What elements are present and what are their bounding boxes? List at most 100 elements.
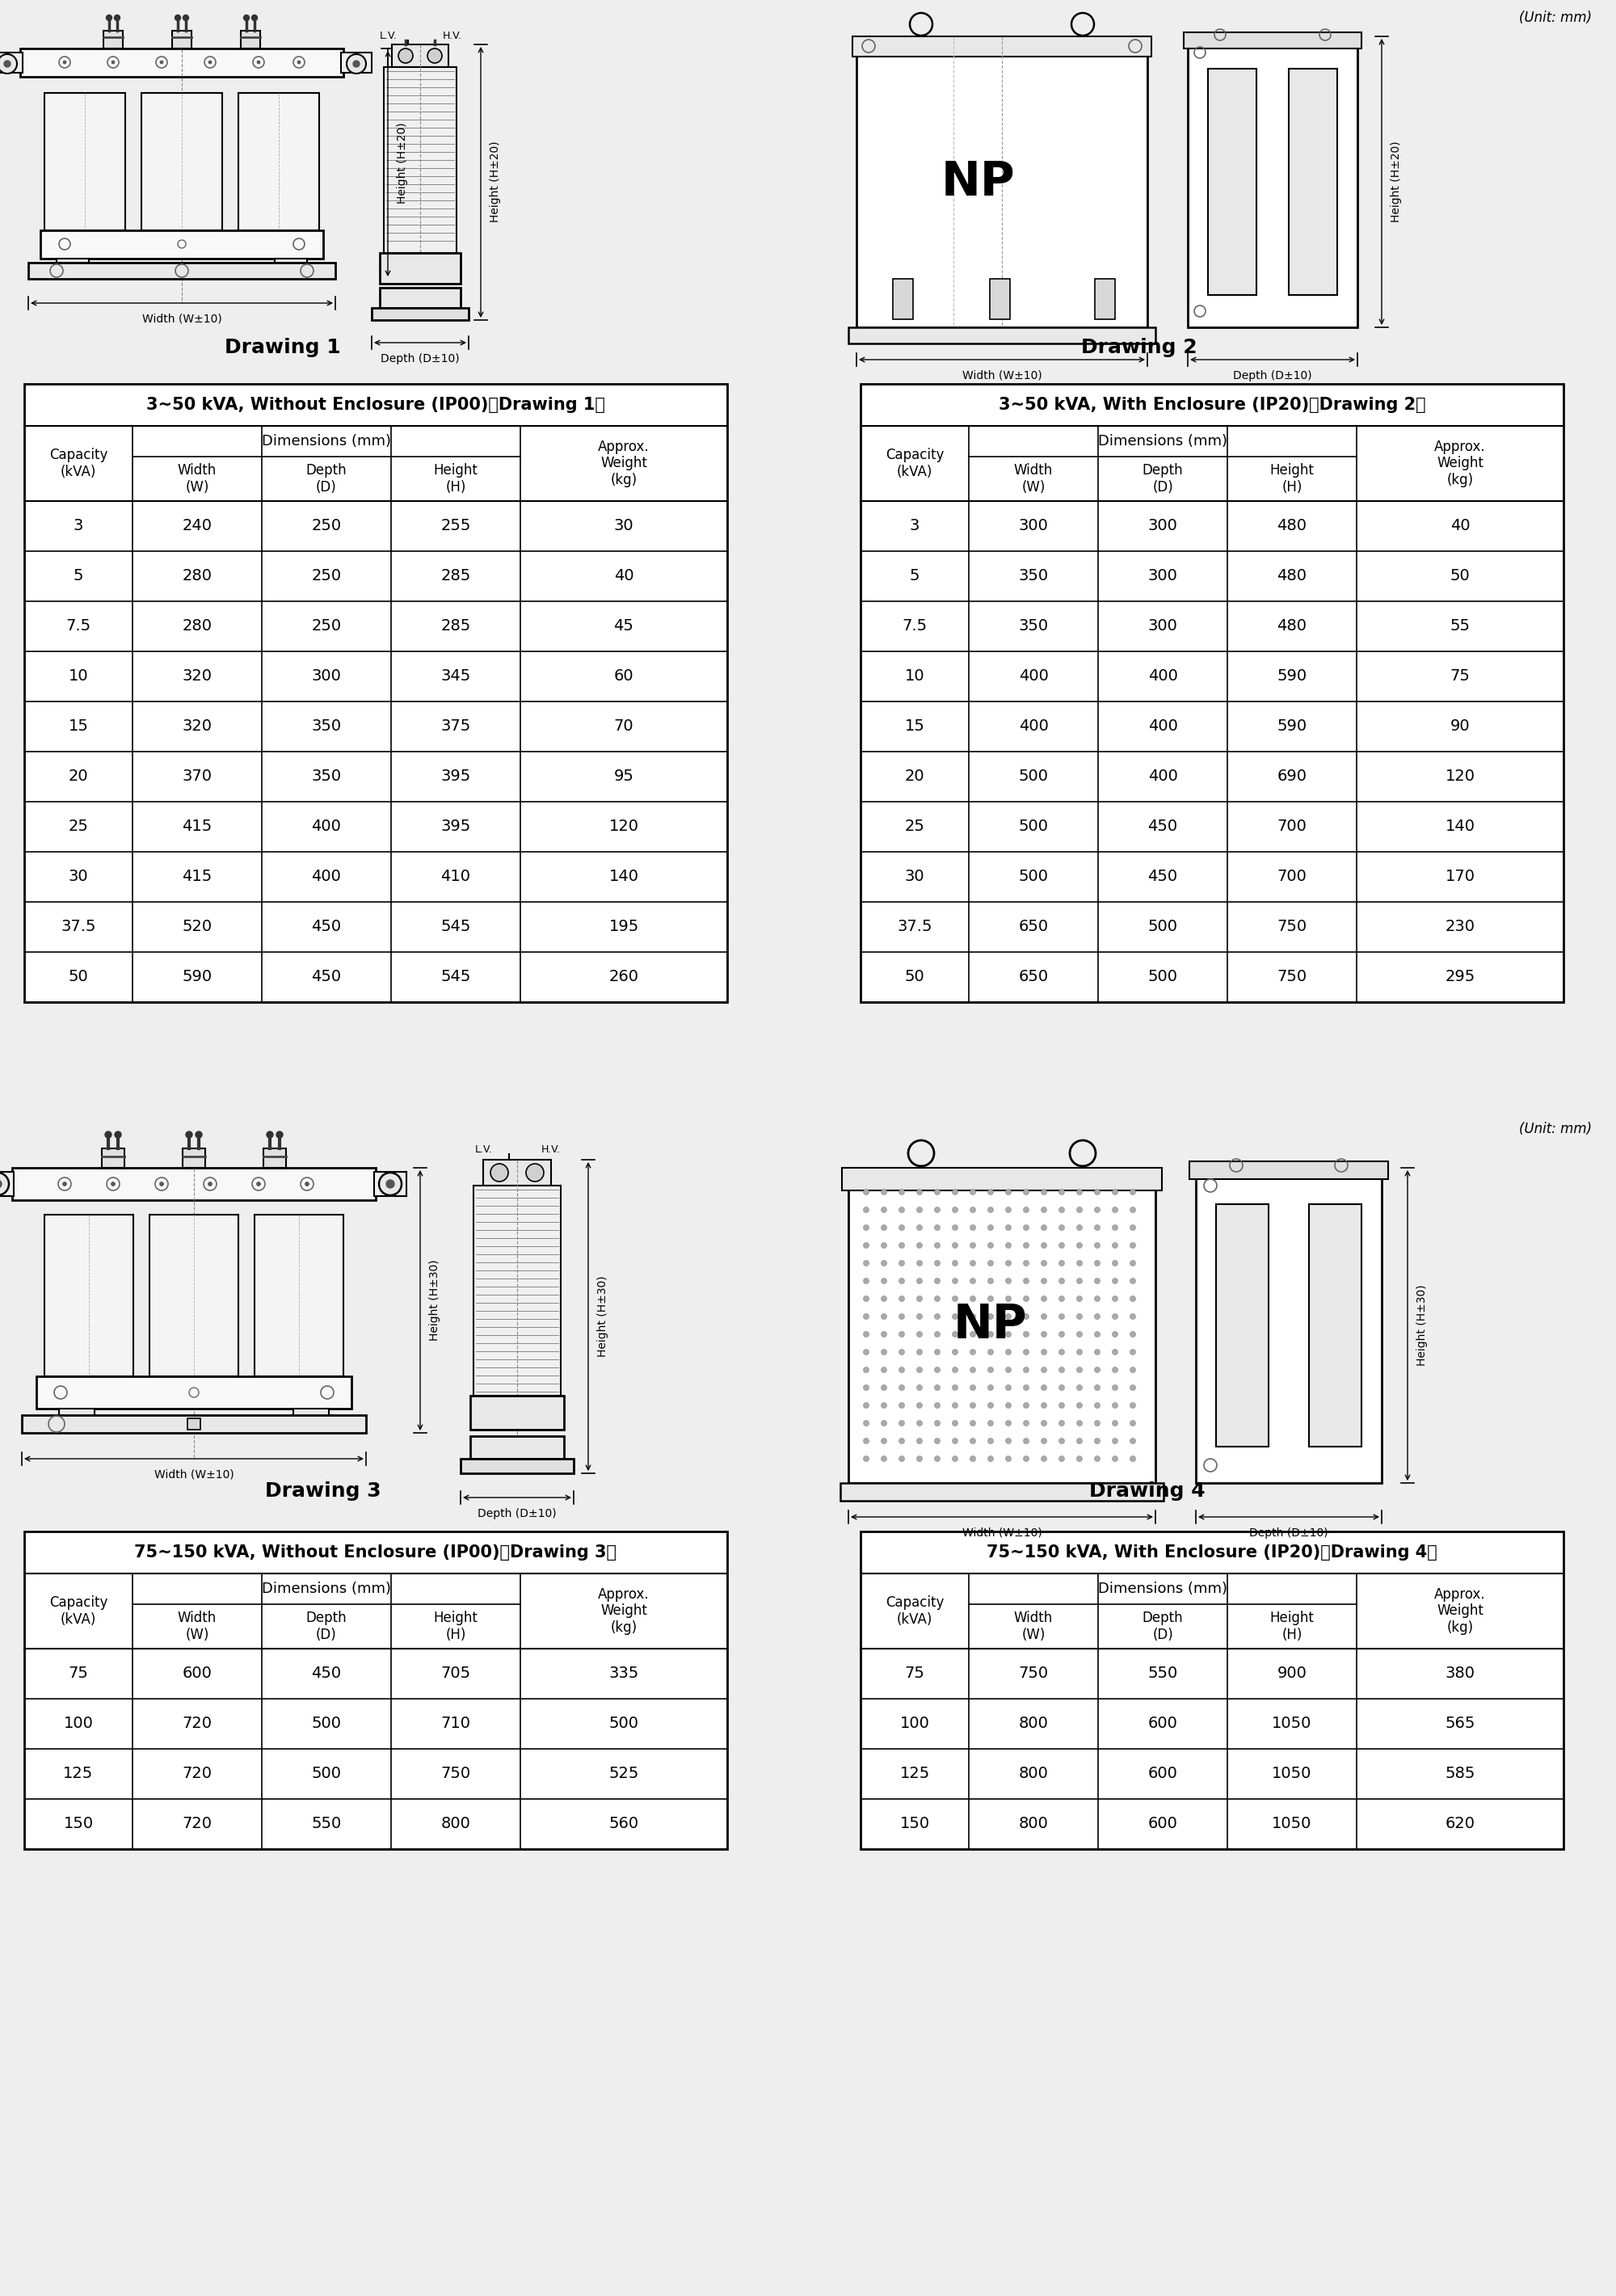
Circle shape [1094, 1350, 1100, 1355]
Circle shape [1112, 1189, 1118, 1194]
Circle shape [1112, 1224, 1118, 1231]
Bar [241, 30, 260, 48]
Text: Drawing 1: Drawing 1 [225, 338, 341, 358]
Text: 380: 380 [1445, 1667, 1475, 1681]
Text: 720: 720 [183, 1715, 212, 1731]
Circle shape [1041, 1261, 1047, 1265]
Circle shape [1094, 1279, 1100, 1283]
Circle shape [1058, 1366, 1065, 1373]
Text: 300: 300 [312, 668, 341, 684]
Text: 350: 350 [1018, 569, 1049, 583]
Text: 30: 30 [614, 519, 633, 533]
Circle shape [1041, 1421, 1047, 1426]
Circle shape [898, 1261, 905, 1265]
Circle shape [1041, 1350, 1047, 1355]
Text: NP: NP [941, 158, 1015, 204]
Bar [860, 383, 1564, 1001]
Text: 75: 75 [1450, 668, 1471, 684]
Circle shape [987, 1189, 994, 1194]
Circle shape [1130, 1366, 1136, 1373]
Circle shape [863, 1189, 869, 1194]
Circle shape [934, 1421, 941, 1426]
Text: 450: 450 [312, 1667, 341, 1681]
Circle shape [934, 1384, 941, 1391]
Text: 370: 370 [183, 769, 212, 785]
Text: 285: 285 [441, 569, 470, 583]
Text: 590: 590 [183, 969, 212, 985]
Text: 480: 480 [1277, 519, 1307, 533]
Circle shape [970, 1279, 976, 1283]
Text: 400: 400 [1147, 668, 1178, 684]
Bar [372, 308, 469, 319]
Text: 415: 415 [183, 870, 212, 884]
Bar [0, 1171, 13, 1196]
Circle shape [527, 1164, 543, 1182]
Bar [470, 1396, 564, 1430]
Bar [375, 1171, 407, 1196]
Circle shape [1130, 1421, 1136, 1426]
Text: Width (W±10): Width (W±10) [962, 1527, 1042, 1538]
Circle shape [881, 1332, 887, 1336]
Circle shape [970, 1456, 976, 1463]
Circle shape [208, 60, 212, 64]
Circle shape [952, 1456, 958, 1463]
Circle shape [934, 1261, 941, 1265]
Bar [842, 1169, 1162, 1189]
Text: Height (H±20): Height (H±20) [490, 140, 501, 223]
Bar [1188, 37, 1357, 328]
Bar [470, 1435, 564, 1458]
Bar [892, 278, 913, 319]
Circle shape [934, 1295, 941, 1302]
Circle shape [881, 1456, 887, 1463]
Circle shape [305, 1182, 309, 1187]
Text: Depth (D±10): Depth (D±10) [478, 1508, 556, 1520]
Circle shape [1058, 1437, 1065, 1444]
Circle shape [1005, 1261, 1012, 1265]
Text: 900: 900 [1277, 1667, 1307, 1681]
Text: 700: 700 [1277, 870, 1307, 884]
Circle shape [916, 1421, 923, 1426]
Circle shape [183, 16, 189, 21]
Circle shape [916, 1332, 923, 1336]
Circle shape [987, 1224, 994, 1231]
Circle shape [257, 60, 260, 64]
Circle shape [987, 1437, 994, 1444]
Bar [341, 53, 372, 73]
Text: 75~150 kVA, With Enclosure (IP20)【Drawing 4】: 75~150 kVA, With Enclosure (IP20)【Drawin… [987, 1545, 1437, 1561]
Text: Drawing 3: Drawing 3 [265, 1481, 381, 1502]
Text: 500: 500 [1018, 820, 1049, 833]
Text: 590: 590 [1277, 719, 1307, 735]
Circle shape [952, 1242, 958, 1249]
Text: 400: 400 [1018, 719, 1049, 735]
Circle shape [1076, 1295, 1083, 1302]
Circle shape [898, 1403, 905, 1407]
Text: 400: 400 [1018, 668, 1049, 684]
Circle shape [952, 1350, 958, 1355]
Text: 25: 25 [68, 820, 89, 833]
Circle shape [881, 1403, 887, 1407]
Text: 450: 450 [1147, 820, 1178, 833]
Bar [149, 1215, 239, 1375]
Bar [45, 1215, 133, 1375]
Circle shape [898, 1350, 905, 1355]
Circle shape [916, 1242, 923, 1249]
Circle shape [916, 1313, 923, 1320]
Text: 350: 350 [1018, 618, 1049, 634]
Circle shape [386, 1180, 394, 1187]
Text: 20: 20 [905, 769, 924, 785]
Circle shape [1076, 1332, 1083, 1336]
Text: Height (H±20): Height (H±20) [1390, 140, 1403, 223]
Circle shape [1005, 1384, 1012, 1391]
Bar [183, 1148, 205, 1169]
Circle shape [1041, 1366, 1047, 1373]
Circle shape [898, 1421, 905, 1426]
Circle shape [970, 1384, 976, 1391]
Circle shape [1023, 1279, 1029, 1283]
Circle shape [898, 1224, 905, 1231]
Circle shape [398, 48, 414, 62]
Circle shape [105, 1132, 112, 1139]
Circle shape [1023, 1208, 1029, 1212]
Circle shape [112, 1182, 115, 1187]
Circle shape [934, 1456, 941, 1463]
Text: 400: 400 [1147, 719, 1178, 735]
